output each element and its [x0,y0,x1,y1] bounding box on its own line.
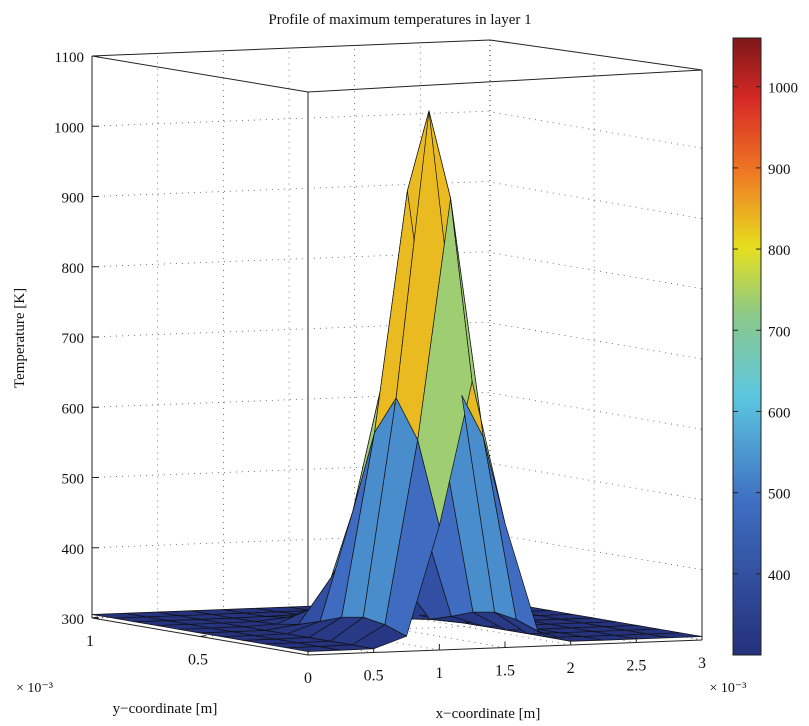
colorbar-tick-label: 500 [768,487,791,503]
colorbar-tick-label: 900 [768,162,791,178]
z-grid [91,110,703,571]
colorbar [732,37,762,656]
y-tick-mark [199,635,207,637]
z-gridline [91,181,703,219]
z-tick-label: 300 [62,612,85,628]
x-axis-label: x−coordinate [m] [436,706,541,722]
colorbar-tick-label: 700 [768,324,791,340]
chart-title: Profile of maximum temperatures in layer… [268,12,531,28]
x-axis-ticks: 0 0.5 1 1.5 2 2.5 3 [304,634,706,687]
z-gridline [91,391,703,430]
x-tick-label: 3 [698,655,706,672]
z-gridline [91,321,703,360]
colorbar-ticks: 400 500 600 700 800 900 1000 [733,81,798,584]
colorbar-tick-label: 600 [768,405,791,421]
z-tick-label: 900 [62,191,85,207]
x-multiplier-label: × 10⁻³ [710,681,747,696]
z-axis-ticks: 300 400 500 600 700 800 900 1000 1100 [54,50,99,628]
x-tick-label: 0 [304,670,312,687]
x-tick-label: 0.5 [364,668,384,685]
z-axis-label: Temperature [K] [12,288,28,388]
z-gridline [91,462,703,500]
temperature-surface [91,110,703,652]
z-tick-label: 600 [62,401,85,417]
y-axis-label: y−coordinate [m] [113,701,218,717]
z-gridline [91,110,703,149]
x-floor-gridline [354,607,571,646]
y-multiplier-label: × 10⁻³ [16,681,53,696]
x-tick-label: 2.5 [626,658,646,675]
x-tick-label: 2 [567,660,575,677]
z-gridline [91,532,703,571]
z-gridline [91,251,703,290]
z-tick-label: 1100 [55,50,84,66]
y-axis-ticks: 0.51 [86,616,208,669]
z-tick-label: 500 [62,472,85,488]
z-tick-label: 800 [62,261,85,277]
y-tick-mark [91,616,99,619]
surface-facet [647,632,703,639]
x-floor-gridline [288,610,506,648]
colorbar-tick-label: 800 [768,243,791,259]
x-tick-label: 1.5 [495,663,515,680]
x-floor-gridline [223,612,440,651]
z-tick-label: 700 [62,331,85,347]
z-tick-label: 1000 [54,120,84,136]
x-tick-label: 1 [435,665,443,682]
colorbar-tick-label: 1000 [768,81,798,97]
y-tick-label: 1 [86,633,94,650]
colorbar-tick-label: 400 [768,568,791,584]
y-tick-label: 0.5 [188,652,208,669]
z-tick-label: 400 [62,542,85,558]
